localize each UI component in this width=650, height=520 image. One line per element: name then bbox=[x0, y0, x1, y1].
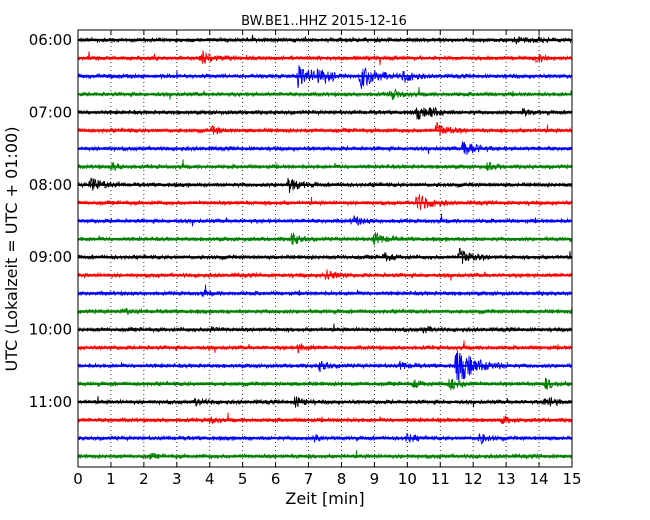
trace-0615 bbox=[77, 50, 573, 66]
y-tick-label: 08:00 bbox=[29, 176, 72, 194]
trace-0845 bbox=[77, 231, 573, 246]
trace-0915 bbox=[77, 269, 573, 281]
y-axis-label: UTC (Lokalzeit = UTC + 01:00) bbox=[2, 127, 21, 372]
x-tick-label: 15 bbox=[562, 470, 581, 488]
plot-frame bbox=[77, 29, 573, 468]
trace-1000 bbox=[77, 323, 572, 334]
y-tick-label: 07:00 bbox=[29, 103, 72, 121]
x-tick-label: 4 bbox=[205, 470, 215, 488]
trace-1130 bbox=[77, 433, 573, 445]
x-tick-label: 2 bbox=[139, 470, 149, 488]
x-tick-label: 6 bbox=[271, 470, 281, 488]
x-tick-label: 11 bbox=[431, 470, 450, 488]
x-tick-label: 3 bbox=[172, 470, 182, 488]
trace-1045 bbox=[77, 377, 573, 391]
trace-1115 bbox=[77, 412, 573, 425]
x-tick-label: 5 bbox=[238, 470, 248, 488]
y-tick-label: 11:00 bbox=[29, 393, 72, 411]
x-tick-label: 1 bbox=[106, 470, 116, 488]
x-tick-label: 7 bbox=[304, 470, 314, 488]
x-tick-label: 12 bbox=[464, 470, 483, 488]
x-axis-label: Zeit [min] bbox=[285, 489, 364, 508]
trace-0815 bbox=[77, 194, 573, 211]
x-axis-ticks: 0 1 2 3 4 5 6 7 8 9 10 11 12 13 14 15 bbox=[73, 30, 582, 488]
trace-0745 bbox=[77, 159, 573, 172]
x-tick-label: 9 bbox=[370, 470, 380, 488]
chart-title: BW.BE1..HHZ 2015-12-16 bbox=[241, 14, 407, 29]
trace-1145 bbox=[77, 450, 573, 460]
trace-0945 bbox=[77, 307, 573, 316]
trace-0900 bbox=[77, 247, 573, 264]
y-tick-label: 10:00 bbox=[29, 321, 72, 339]
vertical-grid bbox=[110, 30, 540, 467]
x-tick-label: 14 bbox=[530, 470, 549, 488]
x-tick-label: 0 bbox=[73, 470, 83, 488]
trace-0730 bbox=[77, 141, 573, 156]
y-tick-label: 09:00 bbox=[29, 248, 72, 266]
trace-1015 bbox=[77, 340, 573, 354]
trace-1030 bbox=[77, 350, 573, 381]
y-axis-ticks: 06:00 07:00 08:00 09:00 10:00 11:00 bbox=[29, 31, 83, 411]
x-tick-label: 13 bbox=[497, 470, 516, 488]
trace-0700 bbox=[77, 106, 573, 120]
trace-0930 bbox=[77, 284, 573, 298]
x-tick-label: 10 bbox=[398, 470, 417, 488]
trace-0830 bbox=[77, 213, 573, 227]
trace-0715 bbox=[77, 121, 573, 137]
x-tick-label: 8 bbox=[337, 470, 347, 488]
trace-0630 bbox=[77, 65, 573, 89]
trace-0800 bbox=[77, 177, 573, 194]
trace-1100 bbox=[77, 395, 573, 408]
trace-0645 bbox=[77, 86, 573, 100]
y-tick-label: 06:00 bbox=[29, 31, 72, 49]
seismic-traces bbox=[77, 34, 573, 460]
trace-0600 bbox=[77, 34, 573, 45]
